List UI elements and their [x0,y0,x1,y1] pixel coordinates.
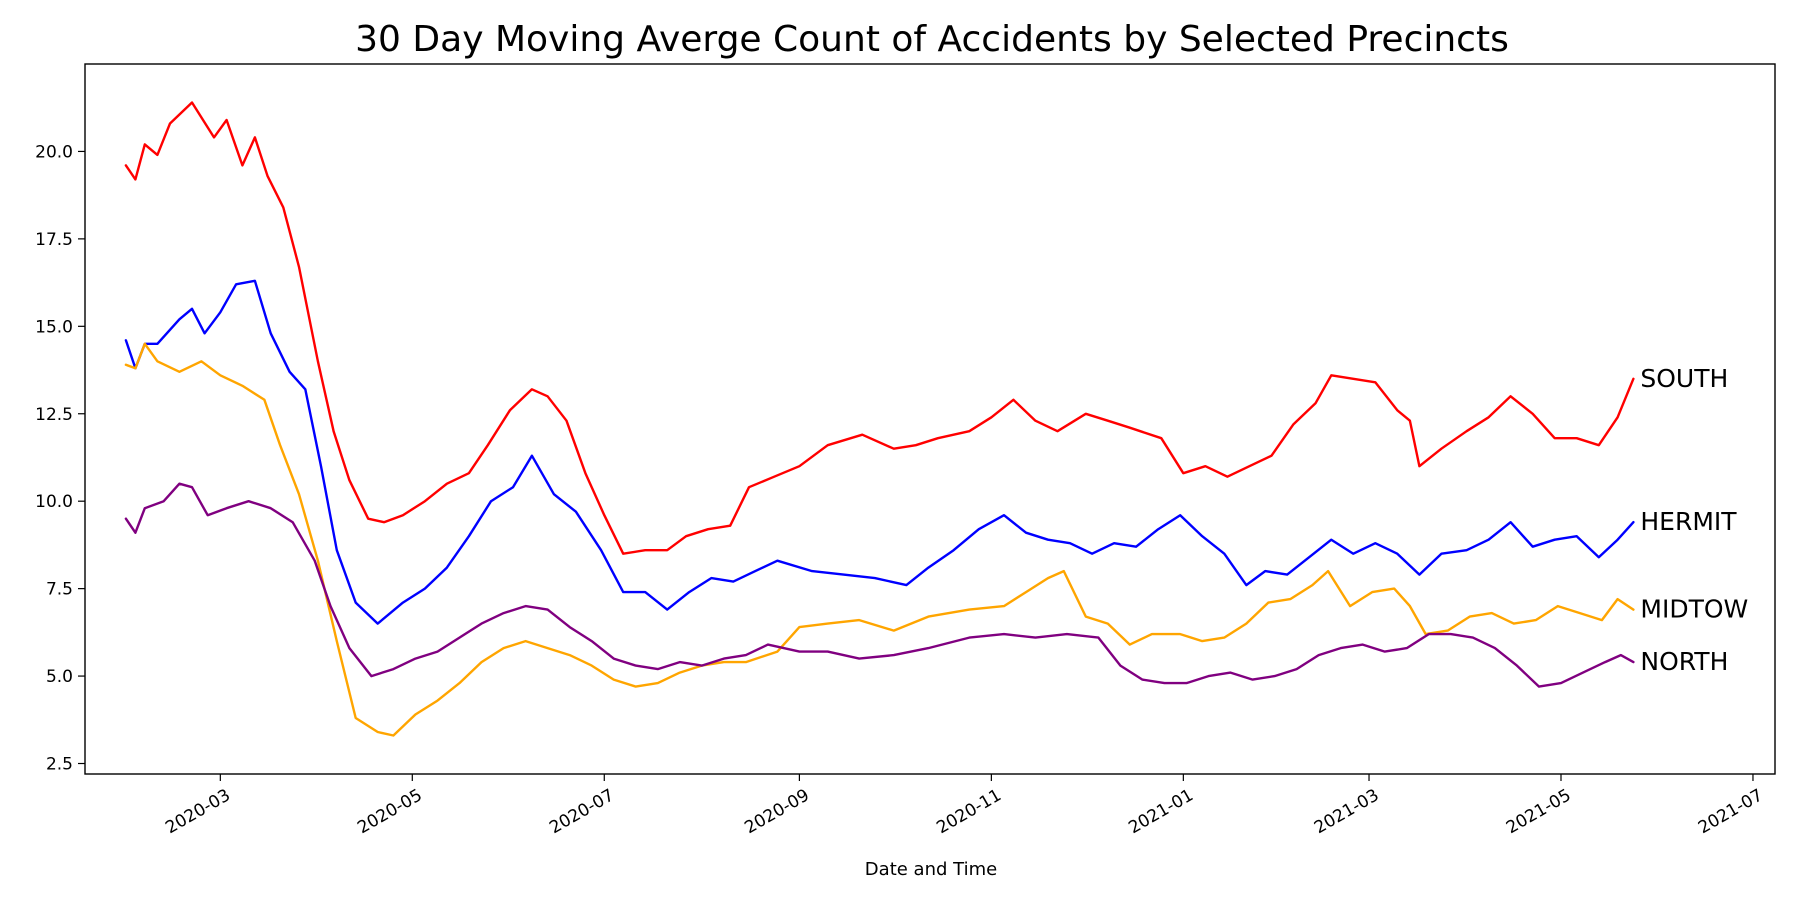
series-label-north: NORTH [1640,647,1728,676]
y-tick-label: 12.5 [35,405,73,425]
x-axis: 2020-03 2020-05 2020-07 2020-09 2020-11 2021-… [162,774,1766,838]
series-label-midtow: MIDTOW [1640,595,1748,624]
y-tick-label: 10.0 [35,492,73,512]
plot-area: SOUTH HERMIT MIDTOW NORTH [84,63,1776,775]
x-tick-label: 2021-05 [1503,785,1575,838]
y-tick-label: 17.5 [35,230,73,250]
y-axis: 2.5 5.0 7.5 10.0 12.5 15.0 17.5 20.0 [35,142,85,775]
x-tick-label: 2020-11 [933,785,1005,838]
x-tick-label: 2021-03 [1311,785,1383,838]
x-tick-label: 2020-03 [162,785,234,838]
y-tick-label: 7.5 [46,580,73,600]
series-label-hermit: HERMIT [1640,507,1737,536]
y-tick-label: 5.0 [46,667,73,687]
series-label-south: SOUTH [1640,364,1728,393]
chart-title: 30 Day Moving Averge Count of Accidents … [355,19,1509,60]
series-line-hermit [124,279,1635,625]
series-line-north [124,482,1635,688]
series-line-south [124,101,1635,555]
y-tick-label: 15.0 [35,317,73,337]
x-tick-label: 2020-07 [546,785,618,838]
y-tick-label: 20.0 [35,142,73,162]
x-axis-label: Date and Time [865,859,997,880]
y-tick-label: 2.5 [46,755,73,775]
x-tick-label: 2021-07 [1695,785,1767,838]
x-tick-label: 2020-05 [354,785,426,838]
x-tick-label: 2020-09 [741,785,813,838]
x-tick-label: 2021-01 [1125,785,1197,838]
series-line-midtow [124,342,1635,737]
series-layer: SOUTH HERMIT MIDTOW NORTH [124,101,1748,737]
plot-frame [84,63,1776,775]
